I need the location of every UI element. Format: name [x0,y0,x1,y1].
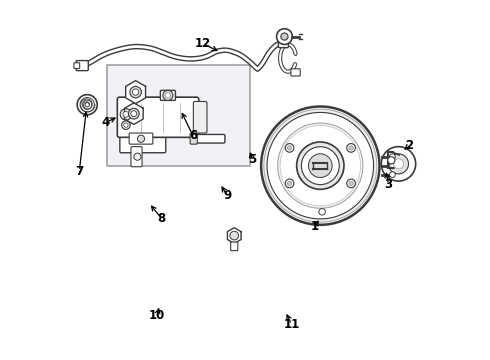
Circle shape [276,29,293,44]
Circle shape [130,86,141,98]
Circle shape [124,123,128,127]
FancyBboxPatch shape [74,63,80,68]
Polygon shape [126,81,146,104]
Text: 2: 2 [405,139,413,152]
Circle shape [264,109,377,222]
Text: 11: 11 [284,318,300,331]
Circle shape [381,147,416,181]
Circle shape [137,135,145,142]
Circle shape [134,153,141,160]
Polygon shape [124,103,143,125]
Circle shape [349,181,353,185]
Circle shape [77,95,97,115]
Circle shape [131,111,137,117]
Circle shape [166,93,171,98]
Circle shape [393,159,403,169]
Circle shape [389,154,409,174]
Circle shape [132,89,139,95]
FancyBboxPatch shape [190,134,197,144]
Text: 8: 8 [158,212,166,225]
Text: 3: 3 [384,178,392,191]
Polygon shape [227,228,241,243]
FancyBboxPatch shape [120,132,166,153]
Circle shape [309,154,332,177]
Circle shape [288,181,292,185]
Circle shape [267,112,373,219]
Text: 6: 6 [189,129,197,143]
Text: 12: 12 [195,37,211,50]
Circle shape [288,146,292,150]
Circle shape [390,154,395,159]
Text: 7: 7 [75,165,83,177]
Circle shape [285,144,294,152]
Circle shape [120,109,132,120]
Circle shape [163,90,173,100]
FancyBboxPatch shape [107,65,250,166]
Circle shape [319,208,325,215]
FancyBboxPatch shape [160,90,175,100]
Circle shape [349,146,353,150]
FancyBboxPatch shape [278,39,289,48]
Circle shape [285,179,294,188]
Text: 4: 4 [102,116,110,129]
Text: 5: 5 [248,153,256,166]
Circle shape [281,33,288,40]
FancyBboxPatch shape [76,60,88,71]
Circle shape [278,123,363,208]
Circle shape [347,179,355,188]
Circle shape [123,112,129,117]
FancyBboxPatch shape [194,134,225,143]
FancyBboxPatch shape [194,102,207,133]
Text: 9: 9 [223,189,231,202]
FancyBboxPatch shape [117,97,199,137]
Circle shape [388,157,395,164]
FancyBboxPatch shape [291,69,300,76]
FancyBboxPatch shape [231,242,238,251]
Circle shape [347,144,355,152]
Circle shape [261,107,379,225]
FancyBboxPatch shape [129,133,153,144]
Circle shape [128,108,139,119]
Circle shape [230,231,239,240]
Circle shape [301,147,339,185]
Circle shape [280,125,361,206]
Text: 10: 10 [149,309,165,322]
Circle shape [122,121,130,130]
Circle shape [390,163,395,168]
Circle shape [390,172,395,177]
Circle shape [296,142,344,189]
FancyBboxPatch shape [131,147,142,167]
Text: 1: 1 [311,220,319,233]
